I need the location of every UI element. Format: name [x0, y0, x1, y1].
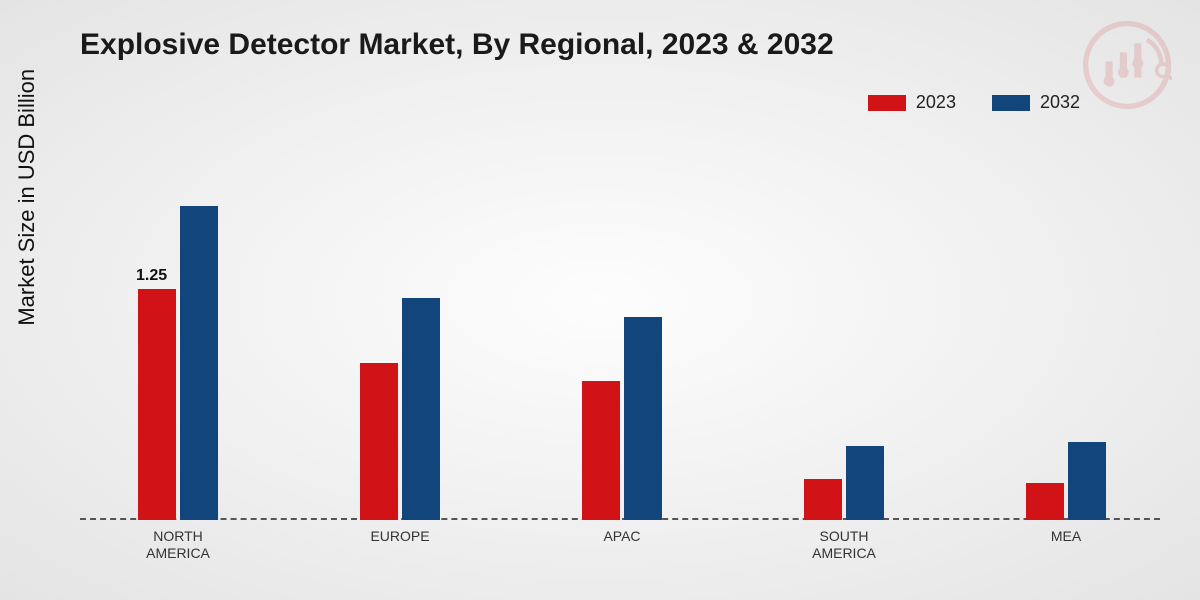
bar-2023	[804, 479, 842, 520]
legend-label-2032: 2032	[1040, 92, 1080, 113]
legend-item-2032: 2032	[992, 92, 1080, 113]
x-axis-category-label: MEA	[1051, 528, 1081, 545]
x-axis-category-label: EUROPE	[370, 528, 429, 545]
x-axis-category-label: SOUTH AMERICA	[812, 528, 876, 562]
legend-item-2023: 2023	[868, 92, 956, 113]
legend: 2023 2032	[868, 92, 1080, 113]
bar-2023	[582, 381, 620, 520]
plot-area: 1.25NORTH AMERICA EUROPE APAC SOUTH AMERICA…	[80, 150, 1160, 520]
legend-swatch-2032	[992, 95, 1030, 111]
bar-2023	[360, 363, 398, 520]
y-axis-label: Market Size in USD Billion	[14, 69, 40, 326]
watermark-logo-icon	[1082, 20, 1172, 110]
x-axis-category-label: APAC	[603, 528, 640, 545]
bar-data-label: 1.25	[136, 267, 167, 285]
bar-2023	[1026, 483, 1064, 520]
bar-2032	[1068, 442, 1106, 520]
bar-group: APAC	[552, 317, 692, 521]
bar-2023	[138, 289, 176, 520]
bar-group: EUROPE	[330, 298, 470, 520]
x-axis-category-label: NORTH AMERICA	[146, 528, 210, 562]
legend-label-2023: 2023	[916, 92, 956, 113]
bar-group: MEA	[996, 442, 1136, 520]
bar-2032	[402, 298, 440, 520]
bar-2032	[180, 206, 218, 521]
bar-2032	[846, 446, 884, 520]
bar-2032	[624, 317, 662, 521]
legend-swatch-2023	[868, 95, 906, 111]
bar-group: 1.25NORTH AMERICA	[108, 206, 248, 521]
chart-title: Explosive Detector Market, By Regional, …	[80, 28, 834, 62]
bar-group: SOUTH AMERICA	[774, 446, 914, 520]
